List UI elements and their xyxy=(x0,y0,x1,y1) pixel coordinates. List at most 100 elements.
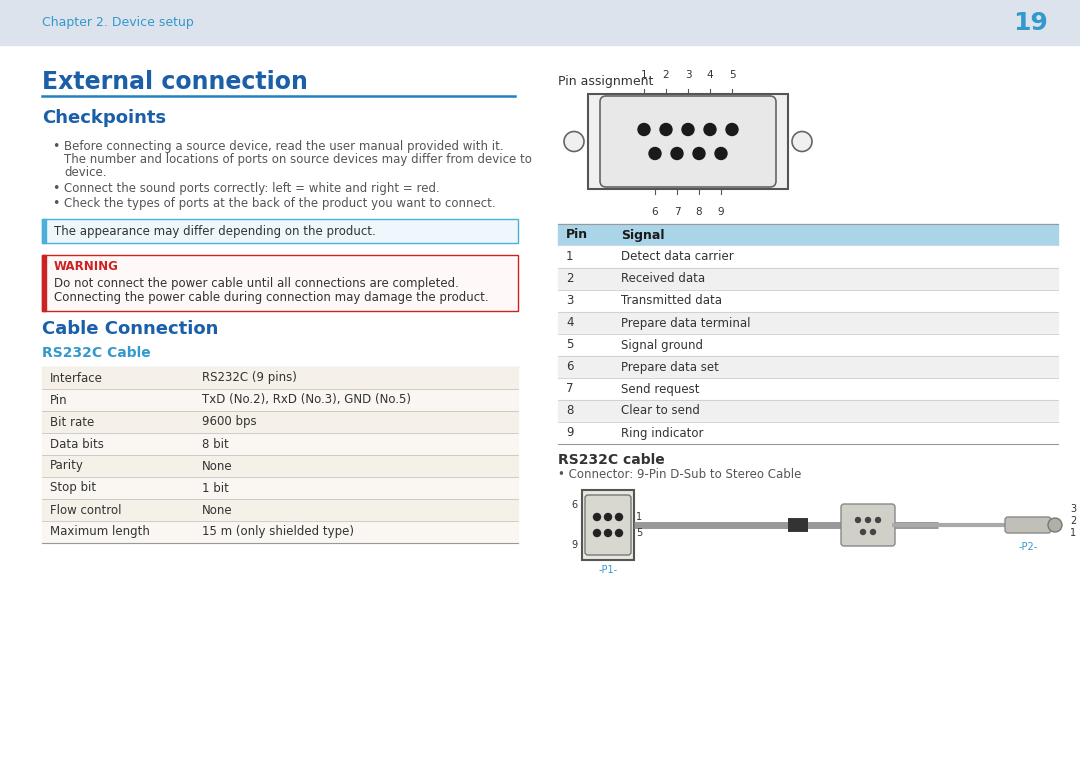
Circle shape xyxy=(671,147,683,159)
Text: 1 bit: 1 bit xyxy=(202,481,229,494)
Circle shape xyxy=(855,517,861,523)
Text: 1: 1 xyxy=(640,70,647,80)
Bar xyxy=(558,400,1058,422)
Text: Interface: Interface xyxy=(50,372,103,385)
Circle shape xyxy=(870,530,876,535)
Text: •: • xyxy=(52,182,59,195)
Text: •: • xyxy=(52,140,59,153)
FancyBboxPatch shape xyxy=(600,96,777,187)
Text: The number and locations of ports on source devices may differ from device to: The number and locations of ports on sou… xyxy=(64,153,531,166)
Text: 1: 1 xyxy=(636,512,643,522)
Text: 2: 2 xyxy=(1070,516,1077,526)
Text: None: None xyxy=(202,459,232,472)
Circle shape xyxy=(616,530,622,536)
Text: 3: 3 xyxy=(685,70,691,80)
Text: 7: 7 xyxy=(566,382,573,395)
Text: External connection: External connection xyxy=(42,70,308,94)
Circle shape xyxy=(605,513,611,520)
Bar xyxy=(558,246,1058,268)
Text: WARNING: WARNING xyxy=(54,260,119,273)
Text: -P1-: -P1- xyxy=(598,565,618,575)
Circle shape xyxy=(715,147,727,159)
Text: Prepare data set: Prepare data set xyxy=(621,360,719,374)
FancyBboxPatch shape xyxy=(585,495,631,555)
Text: Transmitted data: Transmitted data xyxy=(621,295,723,307)
Text: • Connector: 9-Pin D-Sub to Stereo Cable: • Connector: 9-Pin D-Sub to Stereo Cable xyxy=(558,468,801,481)
Circle shape xyxy=(616,513,622,520)
Text: RS232C (9 pins): RS232C (9 pins) xyxy=(202,372,297,385)
Text: 4: 4 xyxy=(566,317,573,330)
Text: 6: 6 xyxy=(651,207,659,217)
Text: Maximum length: Maximum length xyxy=(50,526,150,539)
Text: Stop bit: Stop bit xyxy=(50,481,96,494)
Bar xyxy=(558,378,1058,400)
Text: 15 m (only shielded type): 15 m (only shielded type) xyxy=(202,526,354,539)
FancyBboxPatch shape xyxy=(1005,517,1051,533)
Text: Before connecting a source device, read the user manual provided with it.: Before connecting a source device, read … xyxy=(64,140,503,153)
Text: Signal: Signal xyxy=(621,228,664,242)
Text: device.: device. xyxy=(64,166,107,179)
Text: 6: 6 xyxy=(566,360,573,374)
Text: -P2-: -P2- xyxy=(1018,542,1038,552)
Circle shape xyxy=(693,147,705,159)
Text: Do not connect the power cable until all connections are completed.: Do not connect the power cable until all… xyxy=(54,276,459,289)
Text: 1: 1 xyxy=(1070,528,1076,538)
Circle shape xyxy=(865,517,870,523)
Text: 5: 5 xyxy=(636,528,643,538)
Bar xyxy=(42,499,518,521)
Bar xyxy=(42,219,46,243)
Bar xyxy=(42,389,518,411)
Text: Chapter 2. Device setup: Chapter 2. Device setup xyxy=(42,16,193,29)
Text: Pin assignment: Pin assignment xyxy=(558,76,653,89)
Bar xyxy=(558,224,1058,246)
Bar xyxy=(42,411,518,433)
Text: Flow control: Flow control xyxy=(50,504,121,517)
Text: Send request: Send request xyxy=(621,382,700,395)
Bar xyxy=(558,422,1058,444)
Circle shape xyxy=(704,124,716,136)
Text: 1: 1 xyxy=(566,250,573,263)
Text: 8 bit: 8 bit xyxy=(202,437,229,450)
Bar xyxy=(42,255,518,311)
Text: 3: 3 xyxy=(566,295,573,307)
Text: Parity: Parity xyxy=(50,459,84,472)
Text: Connect the sound ports correctly: left = white and right = red.: Connect the sound ports correctly: left … xyxy=(64,182,440,195)
Text: Signal ground: Signal ground xyxy=(621,339,703,352)
Text: Pin: Pin xyxy=(50,394,68,407)
Text: RS232C Cable: RS232C Cable xyxy=(42,346,151,360)
Text: The appearance may differ depending on the product.: The appearance may differ depending on t… xyxy=(54,224,376,237)
Circle shape xyxy=(605,530,611,536)
Bar xyxy=(42,455,518,477)
Bar xyxy=(42,521,518,543)
Text: RS232C cable: RS232C cable xyxy=(558,453,665,467)
Circle shape xyxy=(649,147,661,159)
Bar xyxy=(582,490,634,560)
Text: 9600 bps: 9600 bps xyxy=(202,416,257,429)
Text: 8: 8 xyxy=(696,207,702,217)
Text: Prepare data terminal: Prepare data terminal xyxy=(621,317,751,330)
Text: Connecting the power cable during connection may damage the product.: Connecting the power cable during connec… xyxy=(54,291,488,304)
Bar xyxy=(42,477,518,499)
Circle shape xyxy=(638,124,650,136)
Text: 5: 5 xyxy=(566,339,573,352)
Text: 4: 4 xyxy=(706,70,713,80)
Bar xyxy=(558,356,1058,378)
Text: Bit rate: Bit rate xyxy=(50,416,94,429)
Text: Detect data carrier: Detect data carrier xyxy=(621,250,733,263)
Text: 7: 7 xyxy=(674,207,680,217)
Bar xyxy=(558,268,1058,290)
Circle shape xyxy=(861,530,865,535)
Circle shape xyxy=(564,131,584,152)
Circle shape xyxy=(660,124,672,136)
Text: TxD (No.2), RxD (No.3), GND (No.5): TxD (No.2), RxD (No.3), GND (No.5) xyxy=(202,394,411,407)
Bar xyxy=(558,290,1058,312)
Text: Clear to send: Clear to send xyxy=(621,404,700,417)
Text: 6: 6 xyxy=(571,500,577,510)
Text: 3: 3 xyxy=(1070,504,1076,514)
Text: Pin: Pin xyxy=(566,228,589,242)
Text: None: None xyxy=(202,504,232,517)
Bar xyxy=(0,0,1080,45)
Text: 19: 19 xyxy=(1013,11,1048,34)
Text: •: • xyxy=(52,197,59,210)
Circle shape xyxy=(726,124,738,136)
